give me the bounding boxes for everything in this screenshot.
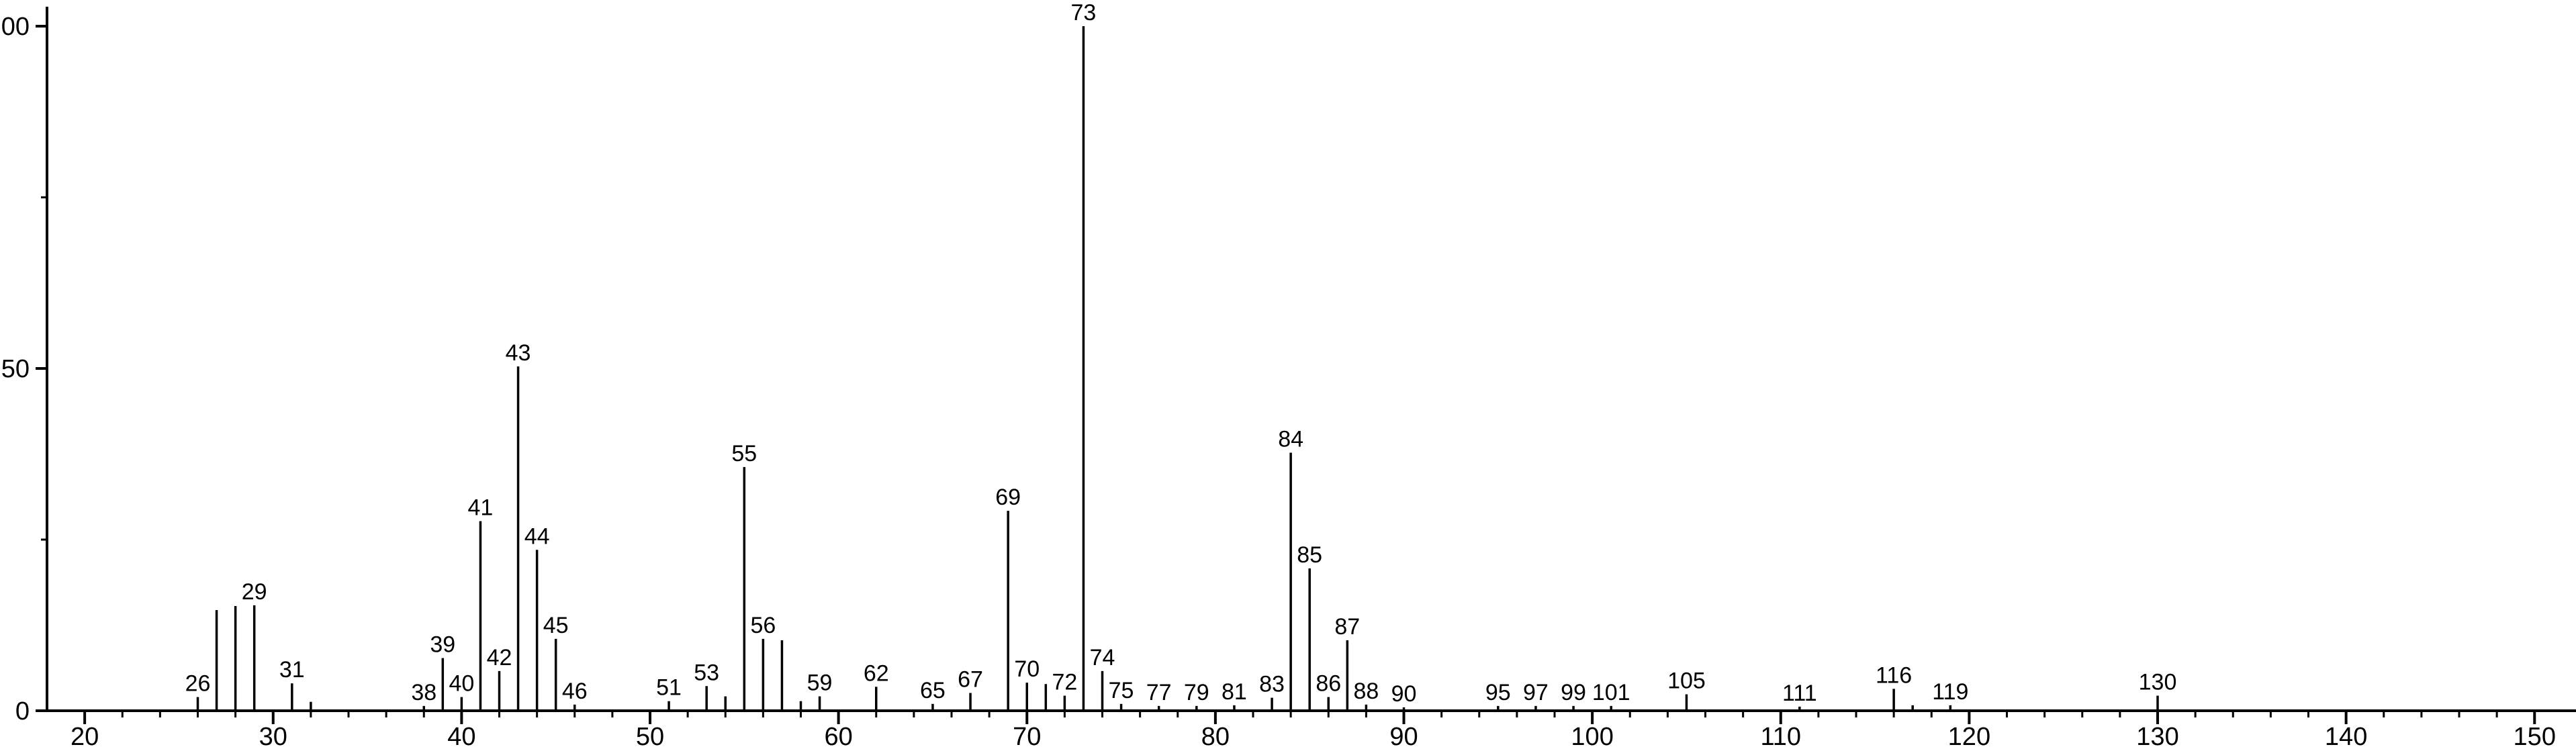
x-tick-label-40: 40 bbox=[447, 723, 475, 749]
x-tick-label-50: 50 bbox=[636, 723, 664, 749]
peak-label-75: 75 bbox=[1109, 678, 1134, 703]
peak-label-105: 105 bbox=[1667, 668, 1706, 694]
peak-label-26: 26 bbox=[185, 671, 211, 697]
x-tick-label-130: 130 bbox=[2136, 723, 2178, 749]
x-tick-label-150: 150 bbox=[2514, 723, 2556, 749]
peak-label-130: 130 bbox=[2139, 670, 2177, 695]
peak-label-90: 90 bbox=[1391, 681, 1417, 707]
peak-label-44: 44 bbox=[524, 523, 550, 549]
peak-label-77: 77 bbox=[1146, 680, 1172, 705]
x-tick-label-80: 80 bbox=[1201, 723, 1230, 749]
x-tick-label-90: 90 bbox=[1389, 723, 1418, 749]
x-tick-label-20: 20 bbox=[71, 723, 99, 749]
peak-label-88: 88 bbox=[1353, 679, 1379, 704]
peak-label-116: 116 bbox=[1876, 662, 1912, 688]
x-tick-label-120: 120 bbox=[1948, 723, 1990, 749]
x-tick-label-30: 30 bbox=[259, 723, 287, 749]
peak-label-111: 111 bbox=[1782, 681, 1817, 706]
peak-bars bbox=[196, 26, 2159, 711]
peak-label-42: 42 bbox=[487, 645, 512, 670]
peak-label-97: 97 bbox=[1523, 680, 1549, 705]
y-tick-label-50: 50 bbox=[1, 355, 30, 383]
peak-label-59: 59 bbox=[807, 670, 833, 696]
peak-label-81: 81 bbox=[1222, 679, 1247, 705]
peak-label-51: 51 bbox=[656, 675, 682, 701]
peak-label-53: 53 bbox=[694, 660, 719, 685]
peak-label-29: 29 bbox=[242, 579, 267, 605]
peak-label-62: 62 bbox=[864, 660, 889, 686]
peak-label-85: 85 bbox=[1297, 542, 1322, 568]
peak-label-70: 70 bbox=[1014, 656, 1040, 682]
peak-labels: 26 29 31 38 39 40 41 42 43 44 45 46 51 53 55 56 59 62 65 67… bbox=[185, 0, 2177, 707]
x-axis bbox=[46, 709, 2576, 724]
peak-label-119: 119 bbox=[1932, 679, 1968, 705]
peak-label-84: 84 bbox=[1278, 426, 1303, 452]
peak-label-65: 65 bbox=[920, 678, 946, 703]
x-tick-label-100: 100 bbox=[1571, 723, 1613, 749]
peak-label-46: 46 bbox=[562, 679, 588, 704]
peak-label-56: 56 bbox=[750, 613, 776, 638]
peak-label-72: 72 bbox=[1052, 670, 1077, 695]
peak-label-38: 38 bbox=[411, 680, 436, 705]
y-tick-label-100: 100 bbox=[0, 13, 30, 41]
peak-label-99: 99 bbox=[1561, 680, 1586, 705]
peak-label-40: 40 bbox=[449, 671, 474, 697]
x-tick-label-110: 110 bbox=[1760, 723, 1801, 749]
peak-label-55: 55 bbox=[731, 441, 757, 466]
peak-label-87: 87 bbox=[1334, 614, 1360, 640]
peak-label-83: 83 bbox=[1259, 672, 1285, 697]
peak-label-39: 39 bbox=[430, 632, 455, 657]
y-tick-label-0: 0 bbox=[15, 697, 30, 726]
peak-label-69: 69 bbox=[995, 485, 1021, 510]
x-tick-label-60: 60 bbox=[824, 723, 852, 749]
y-axis bbox=[36, 7, 48, 712]
peak-label-73: 73 bbox=[1071, 0, 1097, 26]
peak-label-43: 43 bbox=[506, 340, 531, 366]
x-tick-label-70: 70 bbox=[1013, 723, 1041, 749]
peak-label-79: 79 bbox=[1184, 680, 1209, 705]
peak-label-41: 41 bbox=[468, 495, 494, 520]
x-tick-label-140: 140 bbox=[2325, 723, 2367, 749]
peak-label-74: 74 bbox=[1090, 645, 1115, 670]
peak-label-101: 101 bbox=[1592, 680, 1630, 705]
peak-label-45: 45 bbox=[543, 613, 569, 638]
peak-label-95: 95 bbox=[1485, 680, 1511, 705]
peak-label-67: 67 bbox=[958, 666, 983, 692]
peak-label-31: 31 bbox=[279, 657, 305, 683]
peak-label-86: 86 bbox=[1316, 671, 1341, 697]
